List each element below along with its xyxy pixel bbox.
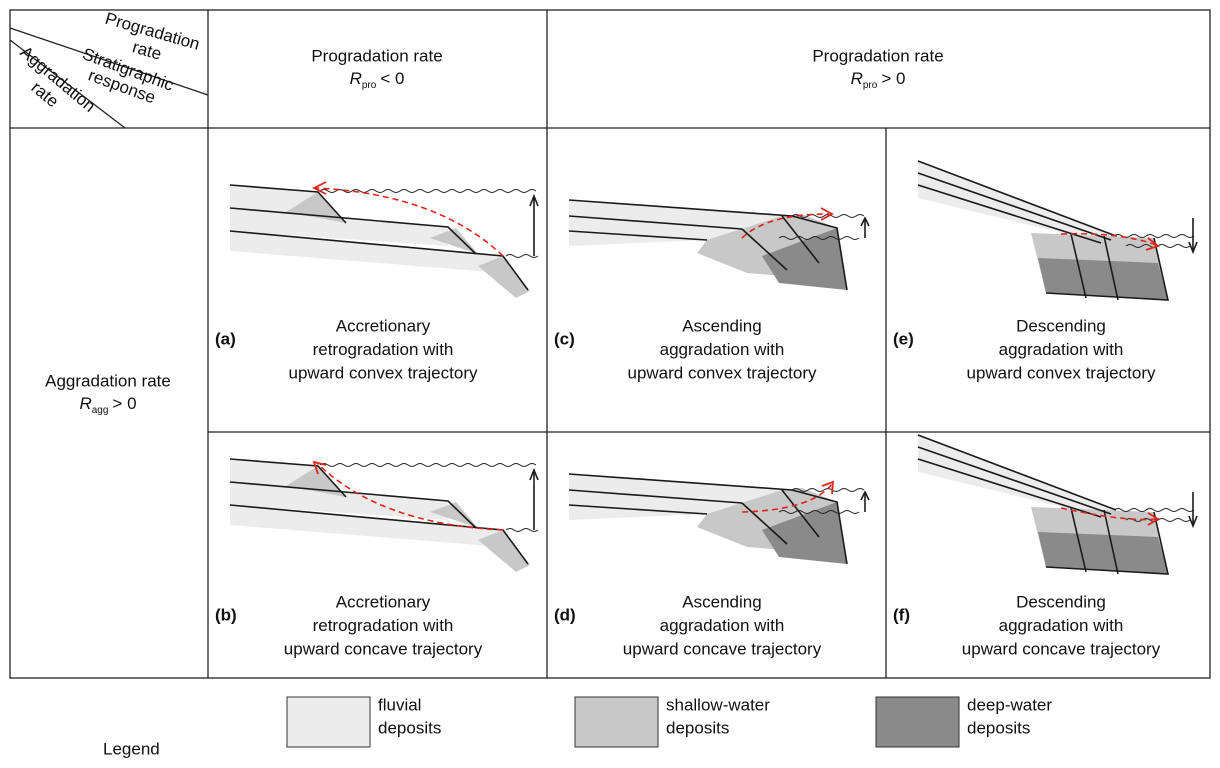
legend-swatch: [287, 697, 370, 747]
formula: Ragg> 0: [79, 394, 136, 415]
panel-letter: (c): [554, 329, 575, 348]
symbol: R: [79, 394, 91, 413]
strata: [230, 185, 538, 298]
panel-letter: (b): [215, 605, 237, 624]
panel-diagram: [569, 200, 869, 290]
panel-diagram: [569, 474, 869, 564]
panel-caption: Descending: [1016, 316, 1106, 335]
panel-diagram: [230, 182, 538, 298]
trajectory-head: [821, 208, 832, 220]
strata: [918, 435, 1197, 574]
subscript: agg: [92, 405, 109, 416]
legend-swatch: [575, 697, 658, 747]
panel-caption: aggradation with: [660, 340, 785, 359]
panel-caption: upward convex trajectory: [628, 363, 817, 382]
panel-caption: Accretionary: [336, 316, 431, 335]
panel-caption: retrogradation with: [313, 340, 454, 359]
legend-label: shallow-water: [666, 695, 770, 714]
column-title: Progradation rate: [311, 46, 442, 65]
legend-label: fluvial: [378, 695, 421, 714]
panel-caption: upward concave trajectory: [962, 639, 1161, 658]
panel-diagram: [918, 161, 1197, 300]
panel-caption: upward convex trajectory: [967, 363, 1156, 382]
legend-label: deep-water: [967, 695, 1052, 714]
panel-caption: Ascending: [682, 316, 761, 335]
legend-label: deposits: [378, 718, 441, 737]
strata: [230, 459, 538, 572]
relation: < 0: [380, 69, 404, 88]
panel-diagram: [918, 435, 1197, 574]
strata: [569, 200, 869, 290]
panel-diagram: [230, 459, 538, 572]
column-title: Progradation rate: [812, 46, 943, 65]
panel-caption: upward concave trajectory: [623, 639, 822, 658]
legend-label: deposits: [666, 718, 729, 737]
symbol: R: [350, 69, 362, 88]
panel-letter: (e): [893, 329, 914, 348]
legend-swatch: [876, 697, 959, 747]
panel-caption: upward convex trajectory: [289, 363, 478, 382]
relation: > 0: [112, 394, 136, 413]
formula: Rpro< 0: [350, 69, 405, 90]
panel-caption: upward concave trajectory: [284, 639, 483, 658]
panel-letter: (d): [554, 605, 576, 624]
panel-caption: Accretionary: [336, 592, 431, 611]
formula: Rpro> 0: [851, 69, 906, 90]
subscript: pro: [863, 80, 878, 91]
legend-title: Legend: [103, 739, 160, 758]
strata: [569, 474, 869, 564]
diagram: ProgradationrateStratigraphicresponseAgg…: [0, 0, 1220, 768]
panel-caption: Descending: [1016, 592, 1106, 611]
panel-caption: aggradation with: [660, 616, 785, 635]
panel-caption: aggradation with: [999, 616, 1124, 635]
panel-caption: Ascending: [682, 592, 761, 611]
panel-letter: (a): [215, 329, 236, 348]
row-title: Aggradation rate: [45, 371, 171, 390]
symbol: R: [851, 69, 863, 88]
panel-caption: retrogradation with: [313, 616, 454, 635]
strata: [918, 161, 1197, 300]
subscript: pro: [362, 80, 377, 91]
legend-label: deposits: [967, 718, 1030, 737]
relation: > 0: [881, 69, 905, 88]
panel-letter: (f): [893, 605, 910, 624]
panel-caption: aggradation with: [999, 340, 1124, 359]
